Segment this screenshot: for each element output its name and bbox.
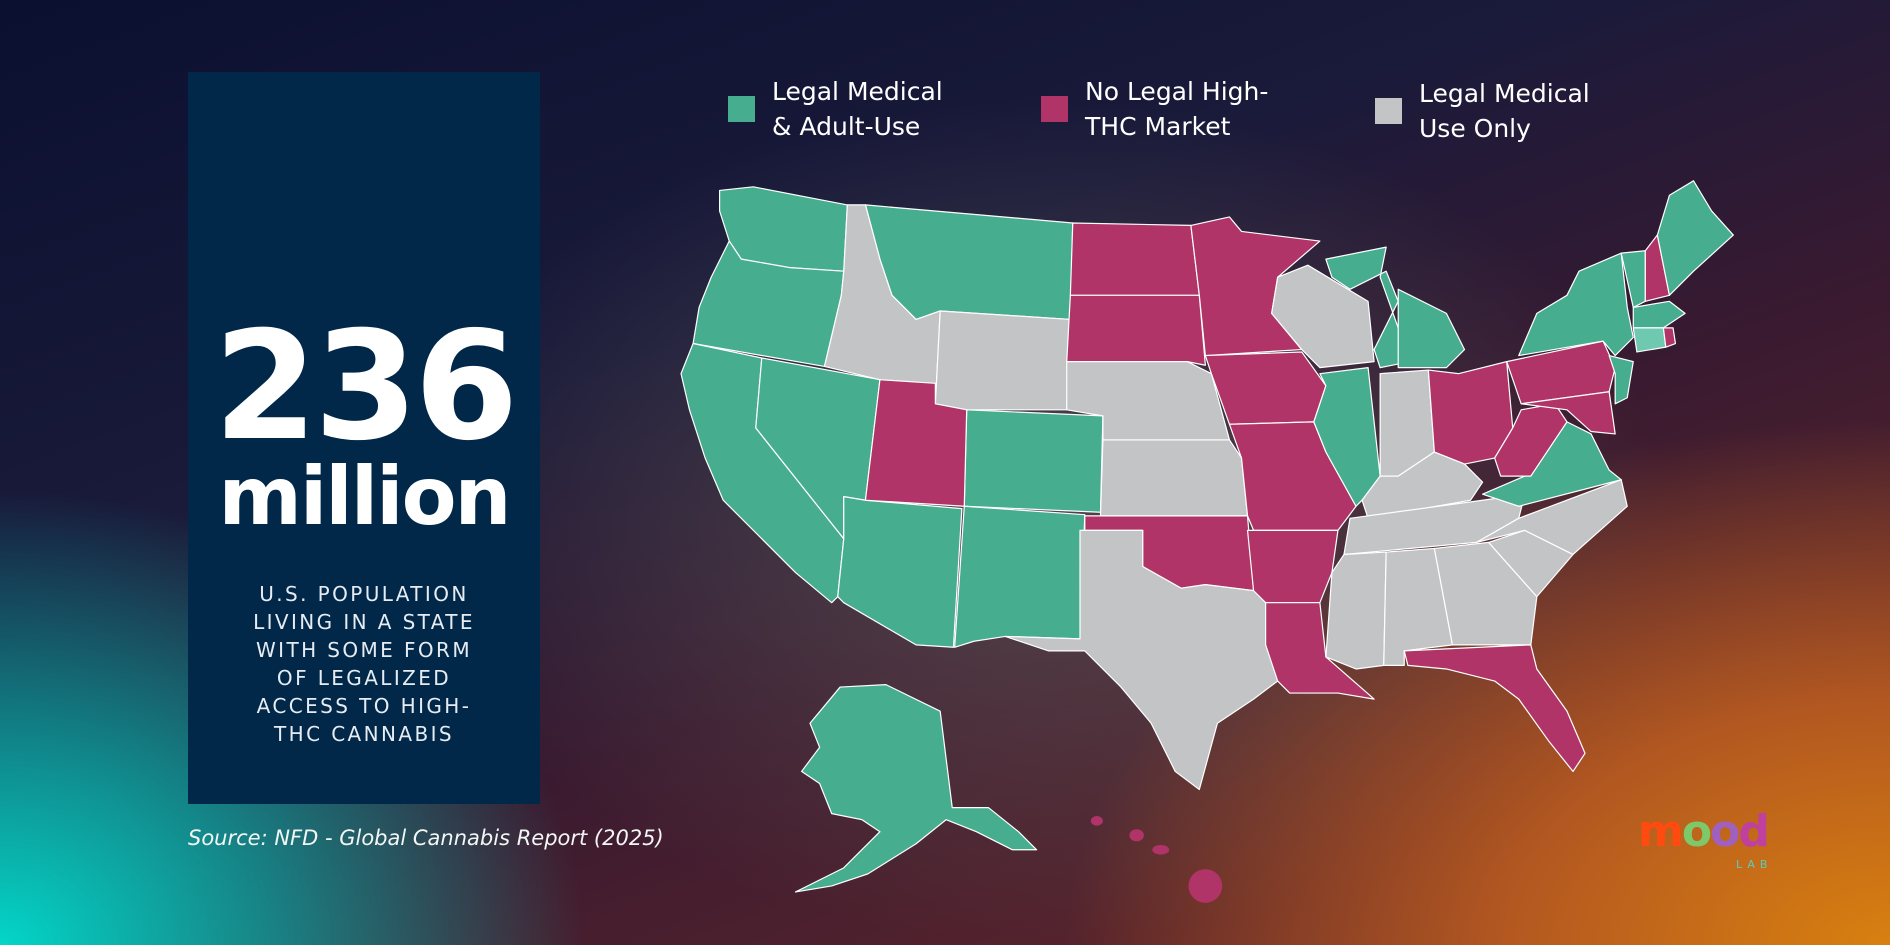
state-MS [1325, 551, 1387, 670]
state-MA [1632, 300, 1686, 329]
state-AK [794, 684, 1038, 893]
legend-label-line: THC Market [1085, 112, 1231, 141]
state-MI-lower [1397, 288, 1466, 369]
state-IA [1204, 351, 1327, 425]
legend-swatch-gray [1375, 98, 1402, 124]
state-RI [1662, 327, 1677, 348]
legend-swatch-magenta [1041, 96, 1068, 122]
logo-sub: LAB [1736, 858, 1773, 871]
stat-description: U.S. POPULATION LIVING IN A STATE WITH S… [188, 580, 540, 748]
stat-description-line: THC CANNABIS [274, 722, 454, 746]
source-citation: Source: NFD - Global Cannabis Report (20… [188, 826, 664, 850]
state-MD [1520, 391, 1616, 435]
state-NM [954, 505, 1086, 648]
stat-description-line: LIVING IN A STATE [253, 610, 475, 634]
logo-brand: mood [1638, 806, 1770, 857]
state-CT [1632, 327, 1667, 353]
stat-panel: 236 million U.S. POPULATION LIVING IN A … [188, 72, 540, 804]
legend-label-line: Use Only [1419, 114, 1531, 143]
state-HI [1090, 816, 1223, 903]
state-WY [934, 310, 1071, 411]
legend-swatch-green [728, 96, 755, 122]
legend-label: Legal Medical & Adult-Use [772, 74, 943, 144]
legend-label-line: Legal Medical [1419, 79, 1590, 108]
state-WV [1494, 403, 1568, 477]
legend-label: No Legal High- THC Market [1085, 74, 1268, 144]
state-MI [1325, 246, 1411, 369]
legend-label-line: No Legal High- [1085, 77, 1269, 106]
state-IL [1313, 367, 1381, 507]
legend-item-no-market: No Legal High- THC Market [1041, 74, 1268, 144]
legend-label: Legal Medical Use Only [1419, 76, 1590, 146]
stat-description-line: ACCESS TO HIGH- [256, 694, 472, 718]
stat-description-line: OF LEGALIZED [276, 666, 452, 690]
legend-label-line: & Adult-Use [772, 112, 921, 141]
state-ND [1069, 222, 1200, 296]
state-CO [963, 409, 1104, 513]
stat-value: 236 [213, 300, 518, 474]
state-PA [1506, 340, 1616, 405]
state-SD [1066, 294, 1206, 366]
legend-item-medical-only: Legal Medical Use Only [1375, 76, 1590, 146]
stat-description-line: U.S. POPULATION [259, 582, 469, 606]
stat-description-line: WITH SOME FORM [256, 638, 472, 662]
state-NJ [1608, 354, 1634, 405]
state-NC [1475, 479, 1628, 556]
state-AZ [837, 496, 963, 648]
state-NY [1518, 252, 1634, 357]
stat-unit: million [218, 450, 512, 543]
state-LA [1265, 602, 1375, 700]
state-WI [1271, 264, 1375, 369]
state-FL [1403, 644, 1586, 773]
state-UT [864, 379, 968, 507]
state-TX [1004, 529, 1279, 791]
legend-item-adult-use: Legal Medical & Adult-Use [728, 74, 943, 144]
state-ME [1656, 180, 1734, 296]
state-AR [1246, 529, 1339, 604]
mood-lab-logo: mood LAB [1638, 806, 1778, 876]
state-KS [1099, 439, 1249, 517]
legend-label-line: Legal Medical [772, 77, 943, 106]
